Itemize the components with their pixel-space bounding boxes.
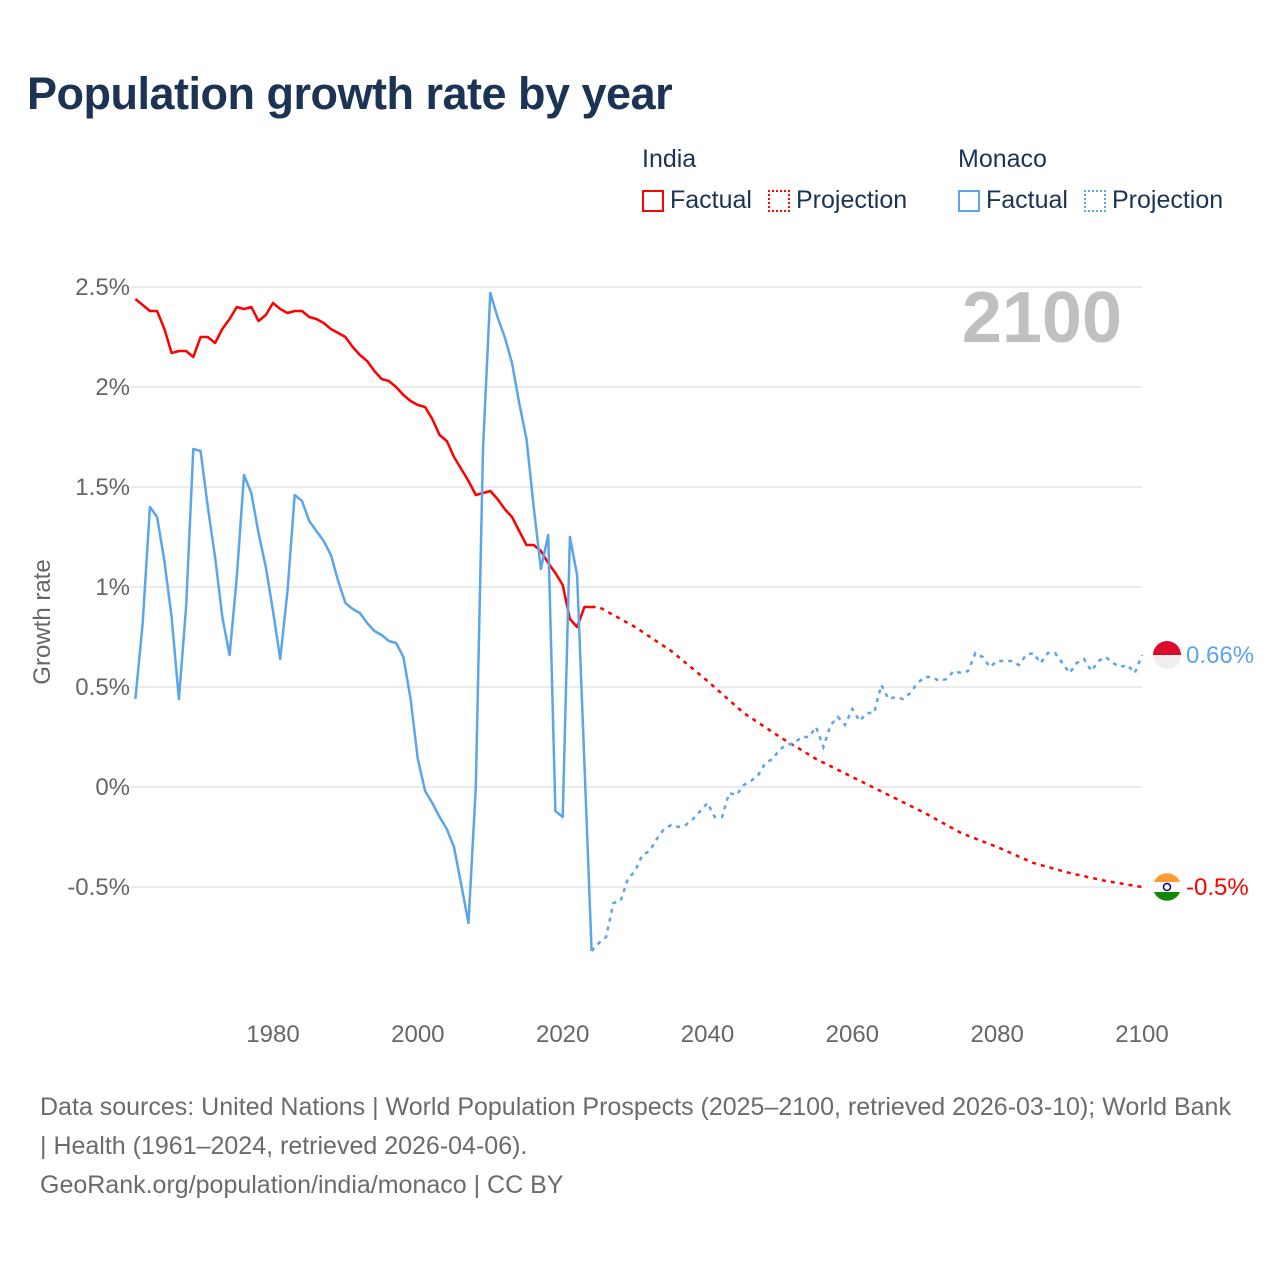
y-tick-label: 2.5% (75, 274, 130, 301)
year-display: 2100 (962, 278, 1122, 358)
y-tick-label: -0.5% (67, 874, 130, 901)
monaco-flag-icon (1153, 641, 1181, 669)
flag-chakra (1162, 882, 1172, 892)
legend-monaco: Monaco Factual Projection (958, 145, 1223, 215)
flag-band (1154, 873, 1180, 882)
legend-swatch (767, 189, 790, 212)
x-tick-label: 2000 (391, 1021, 444, 1048)
footer: Data sources: United Nations | World Pop… (40, 1088, 1240, 1205)
x-tick-label: 2040 (681, 1021, 734, 1048)
india-factual-line (134, 298, 592, 629)
monaco-projection-line (590, 651, 1144, 952)
legend-swatch (1083, 189, 1106, 212)
y-tick-label: 1.5% (75, 474, 130, 501)
y-tick-label: 0% (95, 774, 130, 801)
legend-swatch (958, 189, 980, 212)
legend-swatch (642, 189, 664, 212)
flag-band (1153, 655, 1181, 669)
legend-india-projection[interactable]: Projection (767, 186, 908, 215)
x-tick-label: 2080 (970, 1021, 1023, 1048)
flag-band (1153, 641, 1181, 655)
legend-label: Factual (670, 186, 752, 214)
monaco-end-label: 0.66% (1186, 642, 1254, 669)
y-tick-label: 1% (95, 574, 130, 601)
legend-india: India Factual Projection (642, 145, 907, 215)
legend-group-title: India (642, 145, 697, 173)
legend-label: Projection (795, 186, 908, 214)
india-end-label: -0.5% (1186, 874, 1249, 901)
india-flag-icon (1153, 873, 1181, 901)
data-sources: Data sources: United Nations | World Pop… (40, 1093, 1231, 1160)
y-tick-label: 2% (95, 374, 130, 401)
x-tick-label: 1980 (246, 1021, 299, 1048)
legend-label: Factual (986, 186, 1068, 214)
legend-label: Projection (1111, 186, 1224, 214)
credit-link[interactable]: GeoRank.org/population/india/monaco | CC… (40, 1171, 564, 1199)
legend-monaco-factual[interactable]: Factual (958, 186, 1068, 215)
legend-group-title: Monaco (958, 145, 1047, 173)
legend-india-factual[interactable]: Factual (642, 186, 752, 215)
y-axis-label: Growth rate (29, 559, 56, 684)
india-projection-line (591, 605, 1143, 889)
y-tick-label: 0.5% (75, 674, 130, 701)
chart-title: Population growth rate by year (27, 68, 673, 119)
chart-plot: 2.5% 2% 1.5% 1% 0.5% 0% -0.5% 1980 2000 2020 2040 2… (29, 274, 1254, 1048)
x-tick-label: 2100 (1115, 1021, 1168, 1048)
legend-monaco-projection[interactable]: Projection (1083, 186, 1224, 215)
flag-band (1154, 892, 1180, 901)
x-tick-label: 2020 (536, 1021, 589, 1048)
monaco-factual-line (134, 291, 593, 952)
x-tick-label: 2060 (826, 1021, 879, 1048)
